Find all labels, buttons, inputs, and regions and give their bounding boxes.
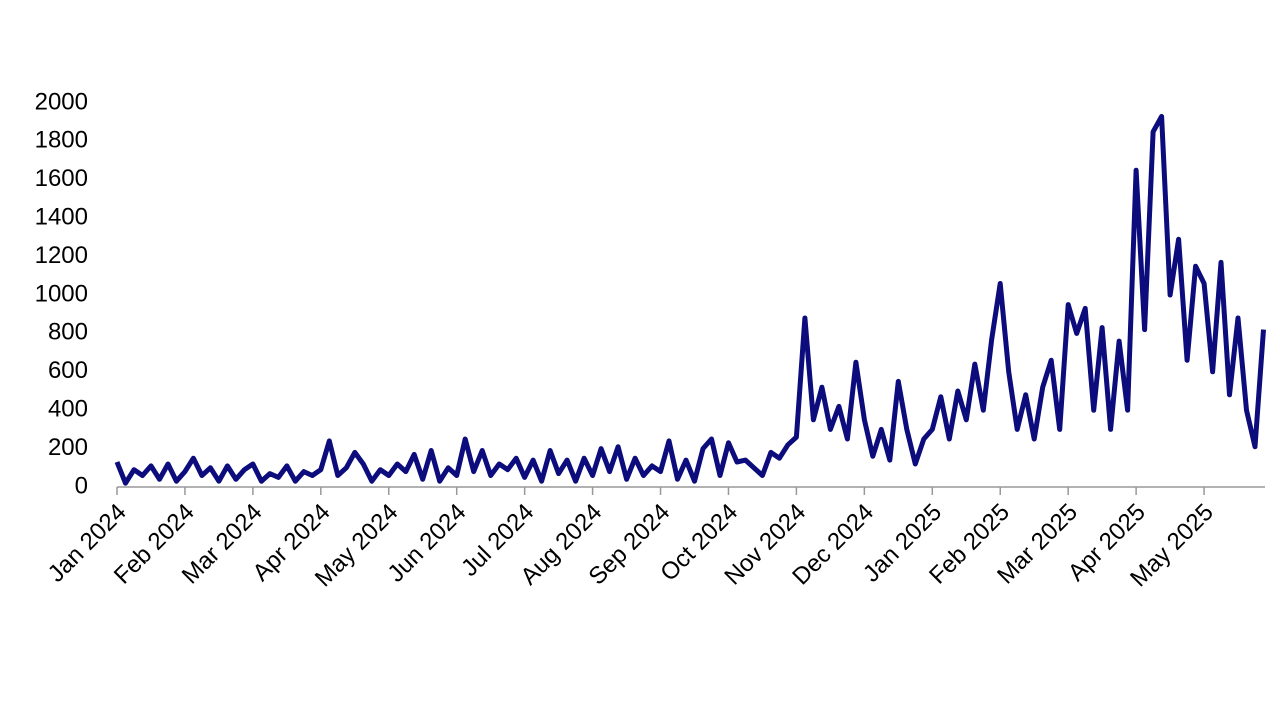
y-tick-label: 2000 [35, 88, 88, 115]
y-tick-label: 200 [48, 434, 88, 461]
y-tick-label: 600 [48, 357, 88, 384]
y-tick-label: 1800 [35, 127, 88, 154]
y-tick-label: 1600 [35, 165, 88, 192]
y-tick-label: 1000 [35, 280, 88, 307]
y-tick-label: 400 [48, 396, 88, 423]
line-series [114, 113, 1266, 486]
y-tick-label: 0 [75, 472, 88, 499]
y-tick-label: 800 [48, 319, 88, 346]
y-tick-label: 1200 [35, 242, 88, 269]
y-tick-label: 1400 [35, 204, 88, 231]
